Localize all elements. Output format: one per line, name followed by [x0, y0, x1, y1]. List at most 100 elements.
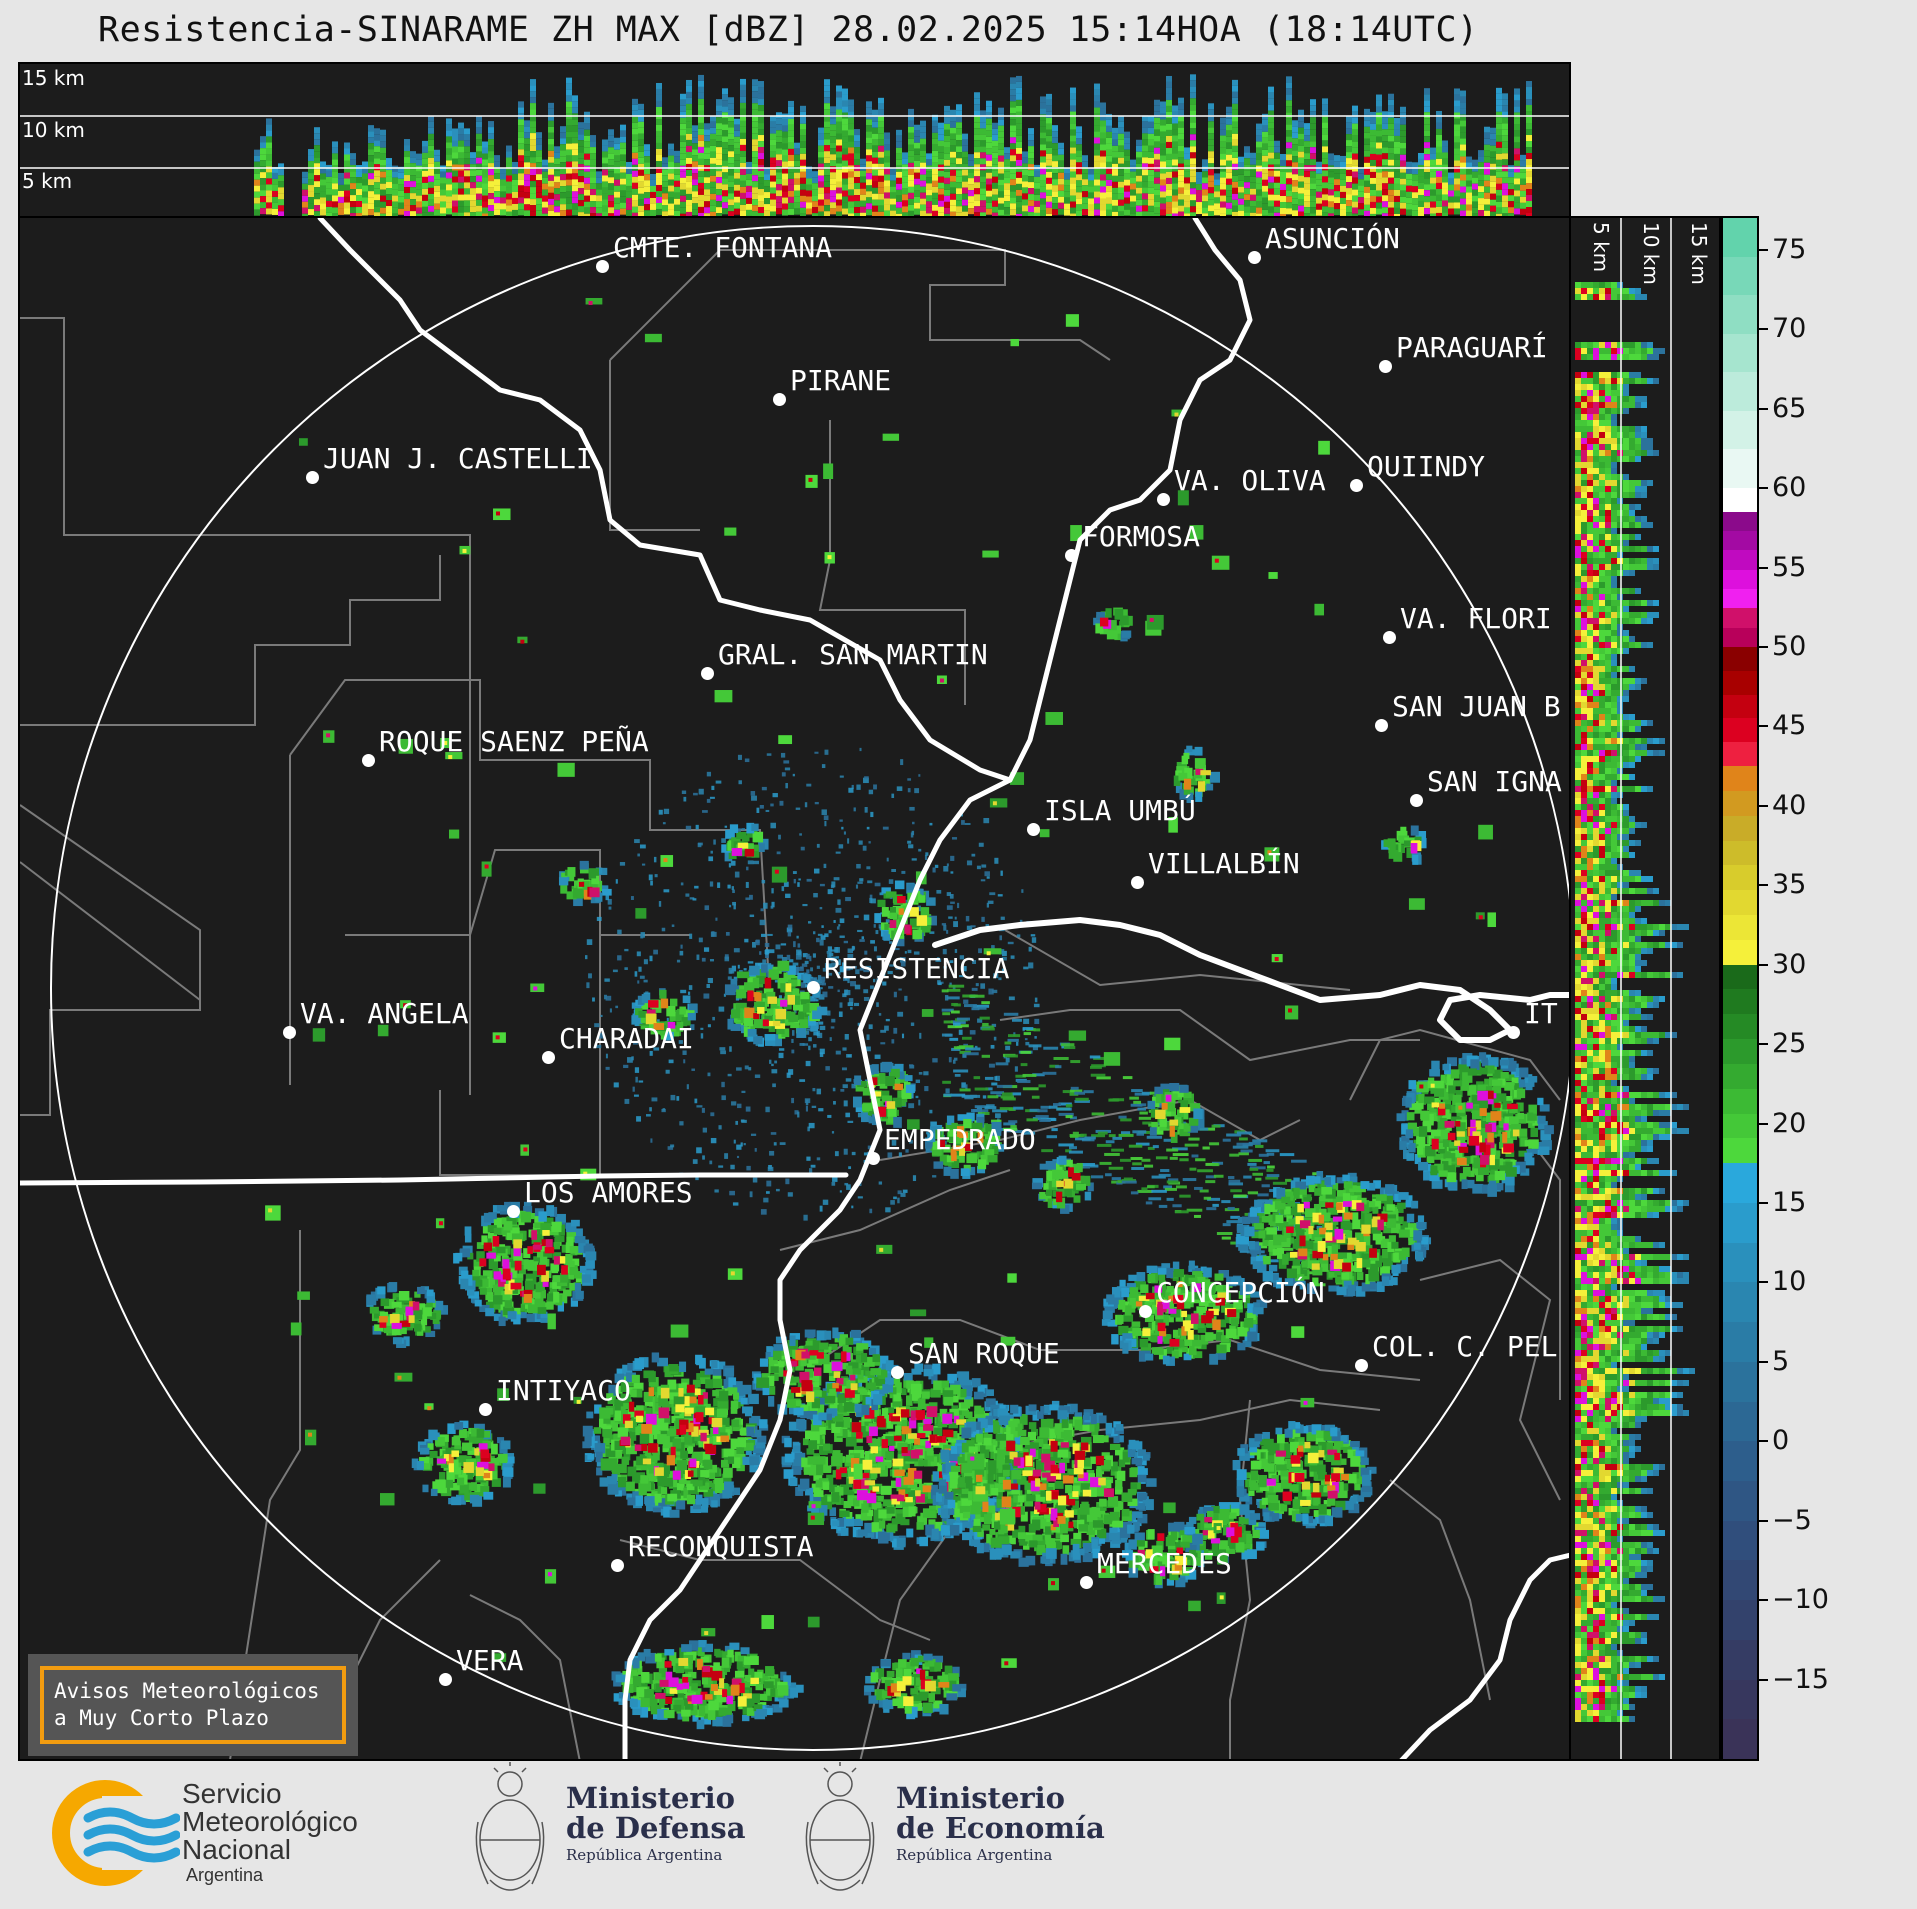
- profile-pixel: [650, 191, 656, 198]
- profile-pixel: [1010, 167, 1016, 174]
- profile-pixel: [1052, 155, 1058, 162]
- profile-pixel: [416, 171, 422, 178]
- profile-pixel: [1046, 129, 1052, 136]
- profile-pixel: [956, 158, 962, 165]
- clutter-pixel: [778, 995, 782, 999]
- radar-map-panel[interactable]: [18, 216, 1571, 1761]
- profile-pixel: [512, 179, 518, 186]
- profile-pixel: [1322, 200, 1328, 207]
- profile-pixel: [1160, 155, 1166, 162]
- profile-pixel: [1112, 163, 1118, 170]
- echo-pixel: [748, 1393, 759, 1405]
- profile-pixel: [482, 177, 488, 184]
- profile-pixel: [1010, 173, 1016, 180]
- clutter-pixel: [756, 807, 760, 813]
- profile-pixel: [524, 138, 530, 145]
- clutter-pixel: [839, 918, 845, 924]
- profile-pixel: [764, 180, 770, 187]
- echo-pixel: [658, 1395, 669, 1407]
- profile-pixel: [446, 148, 452, 155]
- profile-pixel: [416, 195, 422, 202]
- profile-pixel: [848, 207, 854, 214]
- clutter-pixel: [830, 956, 837, 962]
- profile-pixel: [830, 196, 836, 203]
- clutter-pixel: [891, 1039, 895, 1044]
- profile-pixel: [1286, 118, 1292, 125]
- profile-pixel: [758, 207, 764, 214]
- clutter-pixel: [847, 953, 854, 958]
- profile-pixel: [476, 205, 482, 212]
- profile-pixel: [1088, 174, 1094, 181]
- streak-pixel: [1058, 1143, 1074, 1147]
- clutter-pixel: [851, 1083, 857, 1089]
- profile-pixel: [1364, 108, 1370, 115]
- profile-pixel: [518, 179, 524, 186]
- profile-pixel: [872, 115, 878, 122]
- profile-pixel: [980, 140, 986, 147]
- profile-pixel: [1070, 183, 1076, 190]
- profile-pixel: [704, 147, 710, 154]
- profile-pixel: [908, 114, 914, 121]
- clutter-pixel: [605, 1066, 610, 1070]
- clutter-pixel: [809, 1168, 813, 1174]
- profile-pixel: [674, 168, 680, 175]
- profile-pixel: [1100, 114, 1106, 121]
- profile-pixel: [440, 177, 446, 184]
- streak-pixel: [1091, 1134, 1106, 1138]
- profile-pixel: [1100, 186, 1106, 193]
- profile-pixel: [1478, 150, 1484, 157]
- clutter-pixel: [808, 921, 812, 924]
- profile-pixel: [440, 195, 446, 202]
- profile-pixel: [1424, 148, 1430, 155]
- profile-pixel: [368, 161, 374, 168]
- profile-pixel: [740, 210, 746, 216]
- profile-pixel: [824, 211, 830, 216]
- clutter-pixel: [751, 795, 757, 801]
- profile-pixel: [560, 162, 566, 169]
- profile-pixel: [680, 177, 686, 184]
- clutter-pixel: [718, 1125, 722, 1130]
- profile-pixel: [1448, 172, 1454, 179]
- echo-pixel: [705, 1379, 714, 1389]
- profile-pixel: [902, 206, 908, 213]
- profile-pixel: [740, 120, 746, 127]
- profile-pixel: [992, 206, 998, 213]
- clutter-pixel: [681, 790, 687, 795]
- streak-pixel: [1007, 1038, 1019, 1042]
- profile-pixel: [1106, 185, 1112, 192]
- profile-pixel: [626, 209, 632, 216]
- echo-pixel: [643, 1370, 655, 1379]
- streak-pixel: [1013, 1106, 1024, 1110]
- profile-pixel: [896, 207, 902, 214]
- profile-pixel: [1070, 195, 1076, 202]
- streak-pixel: [1056, 1107, 1072, 1111]
- streak-pixel: [1069, 1092, 1079, 1096]
- profile-pixel: [1316, 173, 1322, 180]
- clutter-pixel: [891, 869, 896, 872]
- profile-pixel: [350, 159, 356, 166]
- profile-pixel: [320, 209, 326, 216]
- profile-pixel: [368, 149, 374, 156]
- clutter-pixel: [873, 924, 876, 928]
- profile-pixel: [416, 159, 422, 166]
- profile-pixel: [1274, 188, 1280, 195]
- streak-pixel: [984, 1106, 997, 1110]
- profile-pixel: [1244, 170, 1250, 177]
- profile-pixel: [1496, 123, 1502, 130]
- clutter-pixel: [760, 933, 767, 937]
- profile-pixel: [860, 212, 866, 216]
- profile-pixel: [1112, 133, 1118, 140]
- profile-pixel: [434, 203, 440, 210]
- profile-pixel: [572, 119, 578, 126]
- profile-pixel: [1340, 185, 1346, 192]
- profile-pixel: [992, 146, 998, 153]
- profile-pixel: [1124, 197, 1130, 204]
- profile-pixel: [716, 195, 722, 202]
- profile-pixel: [962, 145, 968, 152]
- clutter-pixel: [729, 1190, 735, 1196]
- profile-pixel: [1238, 168, 1244, 175]
- clutter-pixel: [880, 1042, 886, 1045]
- profile-pixel: [554, 212, 560, 216]
- profile-pixel: [1406, 167, 1412, 174]
- echo-pixel: [741, 1384, 752, 1395]
